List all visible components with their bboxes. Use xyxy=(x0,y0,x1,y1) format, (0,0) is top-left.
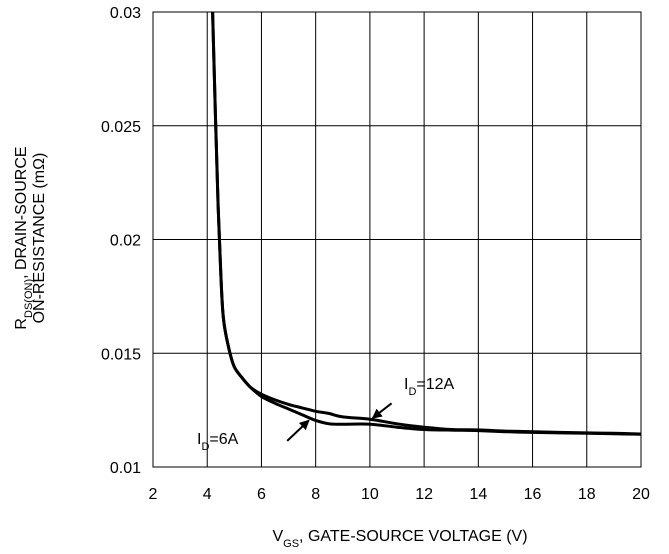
y-tick-label: 0.03 xyxy=(110,5,141,22)
x-tick-label: 16 xyxy=(524,486,542,503)
x-tick-label: 4 xyxy=(203,486,212,503)
y-tick-label: 0.01 xyxy=(110,460,141,477)
curves xyxy=(211,12,641,436)
series-line-id-6a xyxy=(211,12,641,436)
grid-lines xyxy=(152,11,642,468)
annotation-label-12a: ID=12A xyxy=(404,376,455,398)
y-tick-label: 0.015 xyxy=(101,346,141,363)
y-tick-label: 0.02 xyxy=(110,233,141,250)
annotation-arrow-6a xyxy=(286,419,310,442)
y-axis-title-line2: ON-RESISTANCE (mΩ) xyxy=(31,153,48,324)
x-tick-label: 8 xyxy=(311,486,320,503)
annotation-label-6a: ID=6A xyxy=(197,431,239,453)
series-line-id-12a xyxy=(211,12,641,436)
x-tick-label: 10 xyxy=(361,486,379,503)
plot-frame xyxy=(152,11,642,468)
x-tick-label: 18 xyxy=(578,486,596,503)
y-tick-label: 0.025 xyxy=(101,119,141,136)
x-tick-label: 6 xyxy=(257,486,266,503)
x-tick-labels: 2 4 6 8 10 12 14 16 18 20 xyxy=(149,486,650,503)
x-tick-label: 20 xyxy=(632,486,650,503)
x-tick-label: 14 xyxy=(469,486,487,503)
y-axis-title-line1: RDS(ON), DRAIN-SOURCE xyxy=(13,146,35,329)
x-tick-label: 2 xyxy=(149,486,158,503)
y-tick-labels: 0.01 0.015 0.02 0.025 0.03 xyxy=(101,5,141,477)
x-axis-title: VGS, GATE-SOURCE VOLTAGE (V) xyxy=(272,528,527,550)
x-tick-label: 12 xyxy=(415,486,433,503)
annotation-arrow-12a xyxy=(371,402,393,419)
annotations: ID=12A ID=6A xyxy=(197,376,455,453)
